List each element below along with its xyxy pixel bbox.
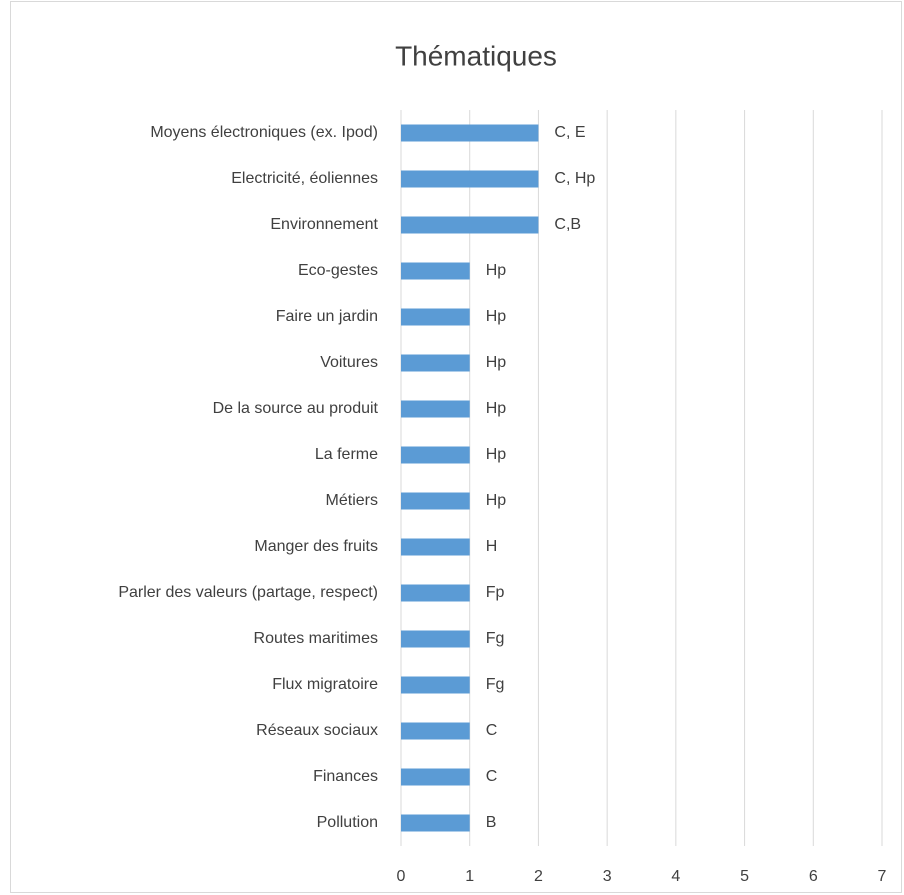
data-label: Hp bbox=[486, 400, 507, 417]
data-label: B bbox=[486, 814, 497, 831]
y-tick-label: Faire un jardin bbox=[276, 308, 378, 325]
data-label: Hp bbox=[486, 308, 507, 325]
data-label: C bbox=[486, 722, 498, 739]
bar bbox=[401, 170, 539, 188]
x-tick-label: 7 bbox=[878, 868, 887, 885]
y-tick-label: Routes maritimes bbox=[254, 630, 378, 647]
bar bbox=[401, 262, 470, 280]
data-label: Fp bbox=[486, 584, 505, 601]
y-tick-label: Environnement bbox=[270, 216, 378, 233]
data-label: Fg bbox=[486, 630, 505, 647]
bar bbox=[401, 216, 539, 234]
data-label: Hp bbox=[486, 354, 507, 371]
bar bbox=[401, 768, 470, 786]
x-tick-label: 4 bbox=[671, 868, 680, 885]
bar bbox=[401, 124, 539, 142]
y-tick-label: Finances bbox=[313, 768, 378, 785]
bar bbox=[401, 676, 470, 694]
bar bbox=[401, 308, 470, 326]
bar bbox=[401, 400, 470, 418]
y-tick-label: Electricité, éoliennes bbox=[231, 170, 378, 187]
y-tick-label: Flux migratoire bbox=[272, 676, 378, 693]
chart-title: Thématiques bbox=[395, 40, 557, 71]
x-tick-label: 0 bbox=[397, 868, 406, 885]
x-tick-label: 1 bbox=[465, 868, 474, 885]
data-label: Fg bbox=[486, 676, 505, 693]
y-tick-label: Métiers bbox=[326, 492, 378, 509]
data-label: H bbox=[486, 538, 498, 555]
bar bbox=[401, 354, 470, 372]
data-label: Hp bbox=[486, 492, 507, 509]
data-label: C bbox=[486, 768, 498, 785]
y-tick-label: De la source au produit bbox=[213, 400, 379, 417]
x-tick-label: 5 bbox=[740, 868, 749, 885]
bar bbox=[401, 538, 470, 556]
data-label: C,B bbox=[554, 216, 581, 233]
bar bbox=[401, 584, 470, 602]
y-tick-label: Voitures bbox=[320, 354, 378, 371]
bar bbox=[401, 492, 470, 510]
y-tick-label: Pollution bbox=[317, 814, 378, 831]
x-tick-label: 6 bbox=[809, 868, 818, 885]
y-tick-label: Manger des fruits bbox=[254, 538, 378, 555]
y-tick-label: Réseaux sociaux bbox=[256, 722, 378, 739]
data-label: Hp bbox=[486, 446, 507, 463]
y-tick-label: Parler des valeurs (partage, respect) bbox=[118, 584, 378, 601]
y-tick-label: Eco-gestes bbox=[298, 262, 378, 279]
data-label: C, E bbox=[554, 124, 585, 141]
x-tick-label: 3 bbox=[603, 868, 612, 885]
data-label: C, Hp bbox=[554, 170, 595, 187]
bar bbox=[401, 814, 470, 832]
y-tick-label: La ferme bbox=[315, 446, 378, 463]
x-tick-label: 2 bbox=[534, 868, 543, 885]
bar bbox=[401, 446, 470, 464]
data-label: Hp bbox=[486, 262, 507, 279]
y-tick-label: Moyens électroniques (ex. Ipod) bbox=[150, 124, 378, 141]
bar bbox=[401, 722, 470, 740]
bar bbox=[401, 630, 470, 648]
